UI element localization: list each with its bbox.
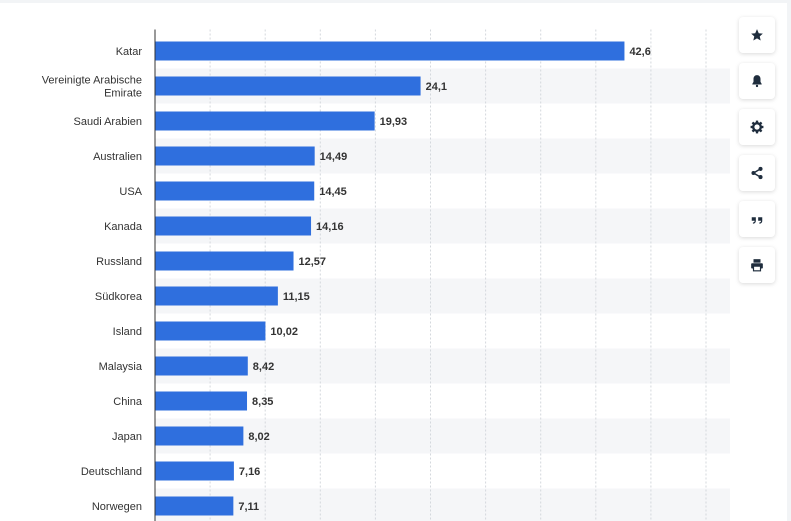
cite-button[interactable] <box>739 201 775 237</box>
category-label: Deutschland <box>81 466 142 478</box>
bar <box>155 286 278 306</box>
toolbar <box>739 17 775 293</box>
bar <box>155 426 244 446</box>
value-label: 12,57 <box>299 256 327 268</box>
bar <box>155 146 315 166</box>
category-label: Russland <box>96 256 142 268</box>
settings-button[interactable] <box>739 109 775 145</box>
share-button[interactable] <box>739 155 775 191</box>
value-label: 24,1 <box>426 81 447 93</box>
bar <box>155 496 234 516</box>
star-icon <box>751 29 763 41</box>
bar <box>155 111 375 131</box>
bar <box>155 461 234 481</box>
bar <box>155 251 294 271</box>
value-label: 10,02 <box>270 326 298 338</box>
print-button[interactable] <box>739 247 775 283</box>
quote-icon <box>751 217 763 224</box>
row-band <box>155 418 730 454</box>
value-label: 14,16 <box>316 221 344 233</box>
category-label: Südkorea <box>95 291 143 303</box>
bar <box>155 321 266 341</box>
share-icon <box>751 166 763 180</box>
category-label: USA <box>119 186 142 198</box>
bar-chart: 42,6 Katar 24,1 Vereinigte ArabischeEmirate… <box>42 29 730 521</box>
value-label: 8,42 <box>253 361 274 373</box>
category-label: Malaysia <box>99 361 143 373</box>
value-label: 8,02 <box>248 431 269 443</box>
row-band <box>155 488 730 521</box>
bar <box>155 181 315 201</box>
bar <box>155 41 625 61</box>
value-label: 11,15 <box>283 291 310 303</box>
bar <box>155 391 248 411</box>
value-label: 7,16 <box>239 466 260 478</box>
value-label: 7,11 <box>238 501 259 513</box>
value-label: 14,49 <box>320 151 348 163</box>
value-label: 42,6 <box>629 46 650 58</box>
category-label: Vereinigte Arabische <box>42 75 142 87</box>
category-label: Island <box>113 326 142 338</box>
favorite-button[interactable] <box>739 17 775 53</box>
bar <box>155 216 312 236</box>
chart-card: 42,6 Katar 24,1 Vereinigte Arabische Emirate… <box>0 3 787 521</box>
category-label: Japan <box>112 431 142 443</box>
category-label: Kanada <box>104 221 143 233</box>
notification-button[interactable] <box>739 63 775 99</box>
value-label: 19,93 <box>380 116 408 128</box>
bar <box>155 356 248 376</box>
row-band <box>155 348 730 384</box>
category-label: Norwegen <box>92 501 142 513</box>
value-label: 14,45 <box>319 186 347 198</box>
print-icon <box>751 259 763 272</box>
bar <box>155 76 421 96</box>
value-label: 8,35 <box>252 396 273 408</box>
category-label: Katar <box>116 46 143 58</box>
category-label: Saudi Arabien <box>74 116 143 128</box>
bell-icon <box>752 75 762 88</box>
category-label: China <box>113 396 143 408</box>
category-label: Emirate <box>104 88 142 100</box>
gear-icon <box>750 120 764 134</box>
category-label: Australien <box>93 151 142 163</box>
